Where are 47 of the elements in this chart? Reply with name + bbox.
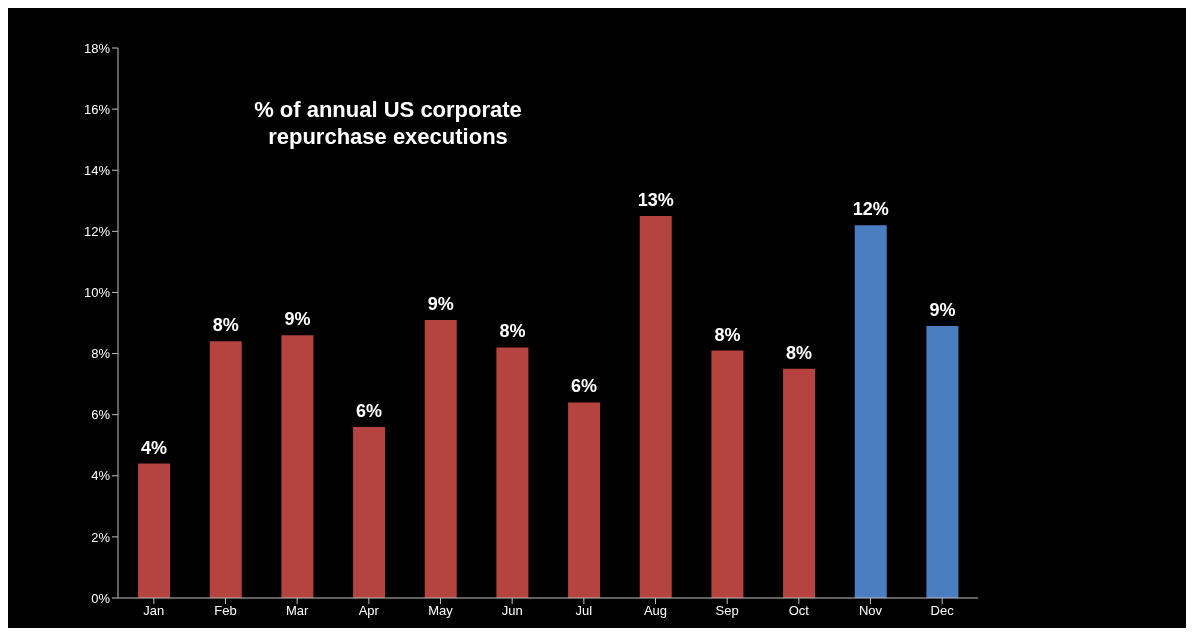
bar [424, 319, 457, 598]
bar [639, 216, 672, 598]
bar [711, 350, 744, 598]
x-tick-label: Mar [285, 603, 310, 619]
bar [138, 463, 171, 598]
x-tick-label: Nov [858, 603, 883, 619]
x-tick-label: Apr [358, 603, 380, 619]
bar [353, 426, 386, 598]
x-tick-label: Aug [643, 603, 668, 619]
bar [281, 335, 314, 598]
bar [783, 368, 816, 598]
y-tick-label: 16% [83, 101, 111, 117]
bar [568, 402, 601, 598]
x-tick-label: Jan [143, 603, 165, 619]
bar [496, 347, 529, 598]
x-tick-label: Jul [575, 603, 593, 619]
data-label: 12% [852, 199, 889, 220]
data-label: 13% [637, 190, 674, 211]
y-tick-label: 8% [91, 346, 111, 362]
text: % of annual US corporate repurchase executions [253, 96, 523, 150]
x-tick-label: Oct [788, 603, 810, 619]
data-label: 8% [499, 321, 526, 342]
data-label: 4% [141, 437, 168, 458]
bar [854, 225, 887, 598]
y-tick-label: 4% [91, 468, 111, 484]
data-label: 6% [356, 400, 383, 421]
x-tick-label: Sep [715, 603, 739, 619]
x-tick-label: May [428, 603, 454, 619]
x-tick-label: Jun [501, 603, 523, 619]
y-tick-label: 18% [83, 40, 111, 56]
bar [926, 326, 959, 598]
data-label: 9% [284, 309, 311, 330]
y-tick-label: 2% [91, 529, 111, 545]
data-label: 6% [571, 376, 598, 397]
y-tick-label: 6% [91, 407, 111, 423]
data-label: 8% [212, 315, 239, 336]
y-tick-label: 0% [91, 590, 111, 606]
bar [209, 341, 242, 598]
data-label: 8% [714, 324, 741, 345]
y-tick-label: 10% [83, 285, 111, 301]
data-label: 9% [427, 293, 454, 314]
y-tick-label: 12% [83, 223, 111, 239]
data-label: 9% [929, 300, 956, 321]
data-label: 8% [786, 342, 813, 363]
x-tick-label: Dec [930, 603, 955, 619]
x-tick-label: Feb [214, 603, 237, 619]
y-tick-label: 14% [83, 162, 111, 178]
